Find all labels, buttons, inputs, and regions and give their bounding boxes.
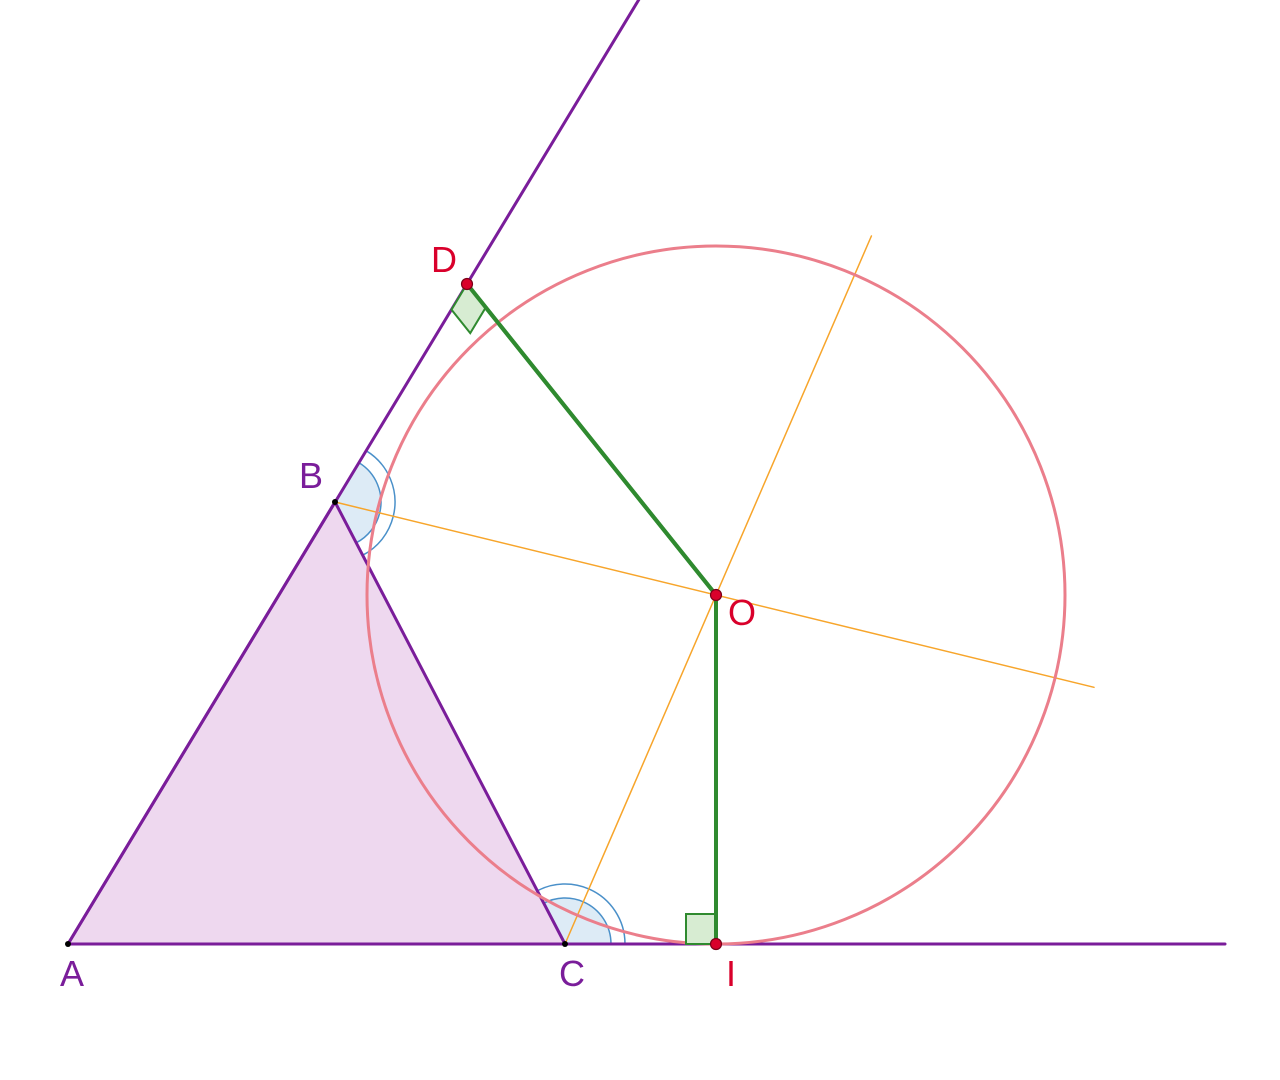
point-C <box>562 941 568 947</box>
angle-arc-C <box>537 884 589 891</box>
right-angle-I <box>686 914 716 944</box>
radius-OD-top <box>467 284 716 595</box>
geometry-diagram: A B C D O I <box>0 0 1280 1080</box>
label-A: A <box>60 953 84 994</box>
label-B: B <box>299 455 323 496</box>
point-O <box>711 590 722 601</box>
label-I: I <box>726 953 736 994</box>
label-O: O <box>728 592 756 633</box>
label-C: C <box>559 953 585 994</box>
right-angle-D <box>451 284 485 333</box>
triangle-ABC <box>68 502 565 944</box>
point-D <box>462 279 473 290</box>
point-A <box>65 941 71 947</box>
point-I <box>711 939 722 950</box>
label-D: D <box>431 239 457 280</box>
point-B <box>332 499 338 505</box>
